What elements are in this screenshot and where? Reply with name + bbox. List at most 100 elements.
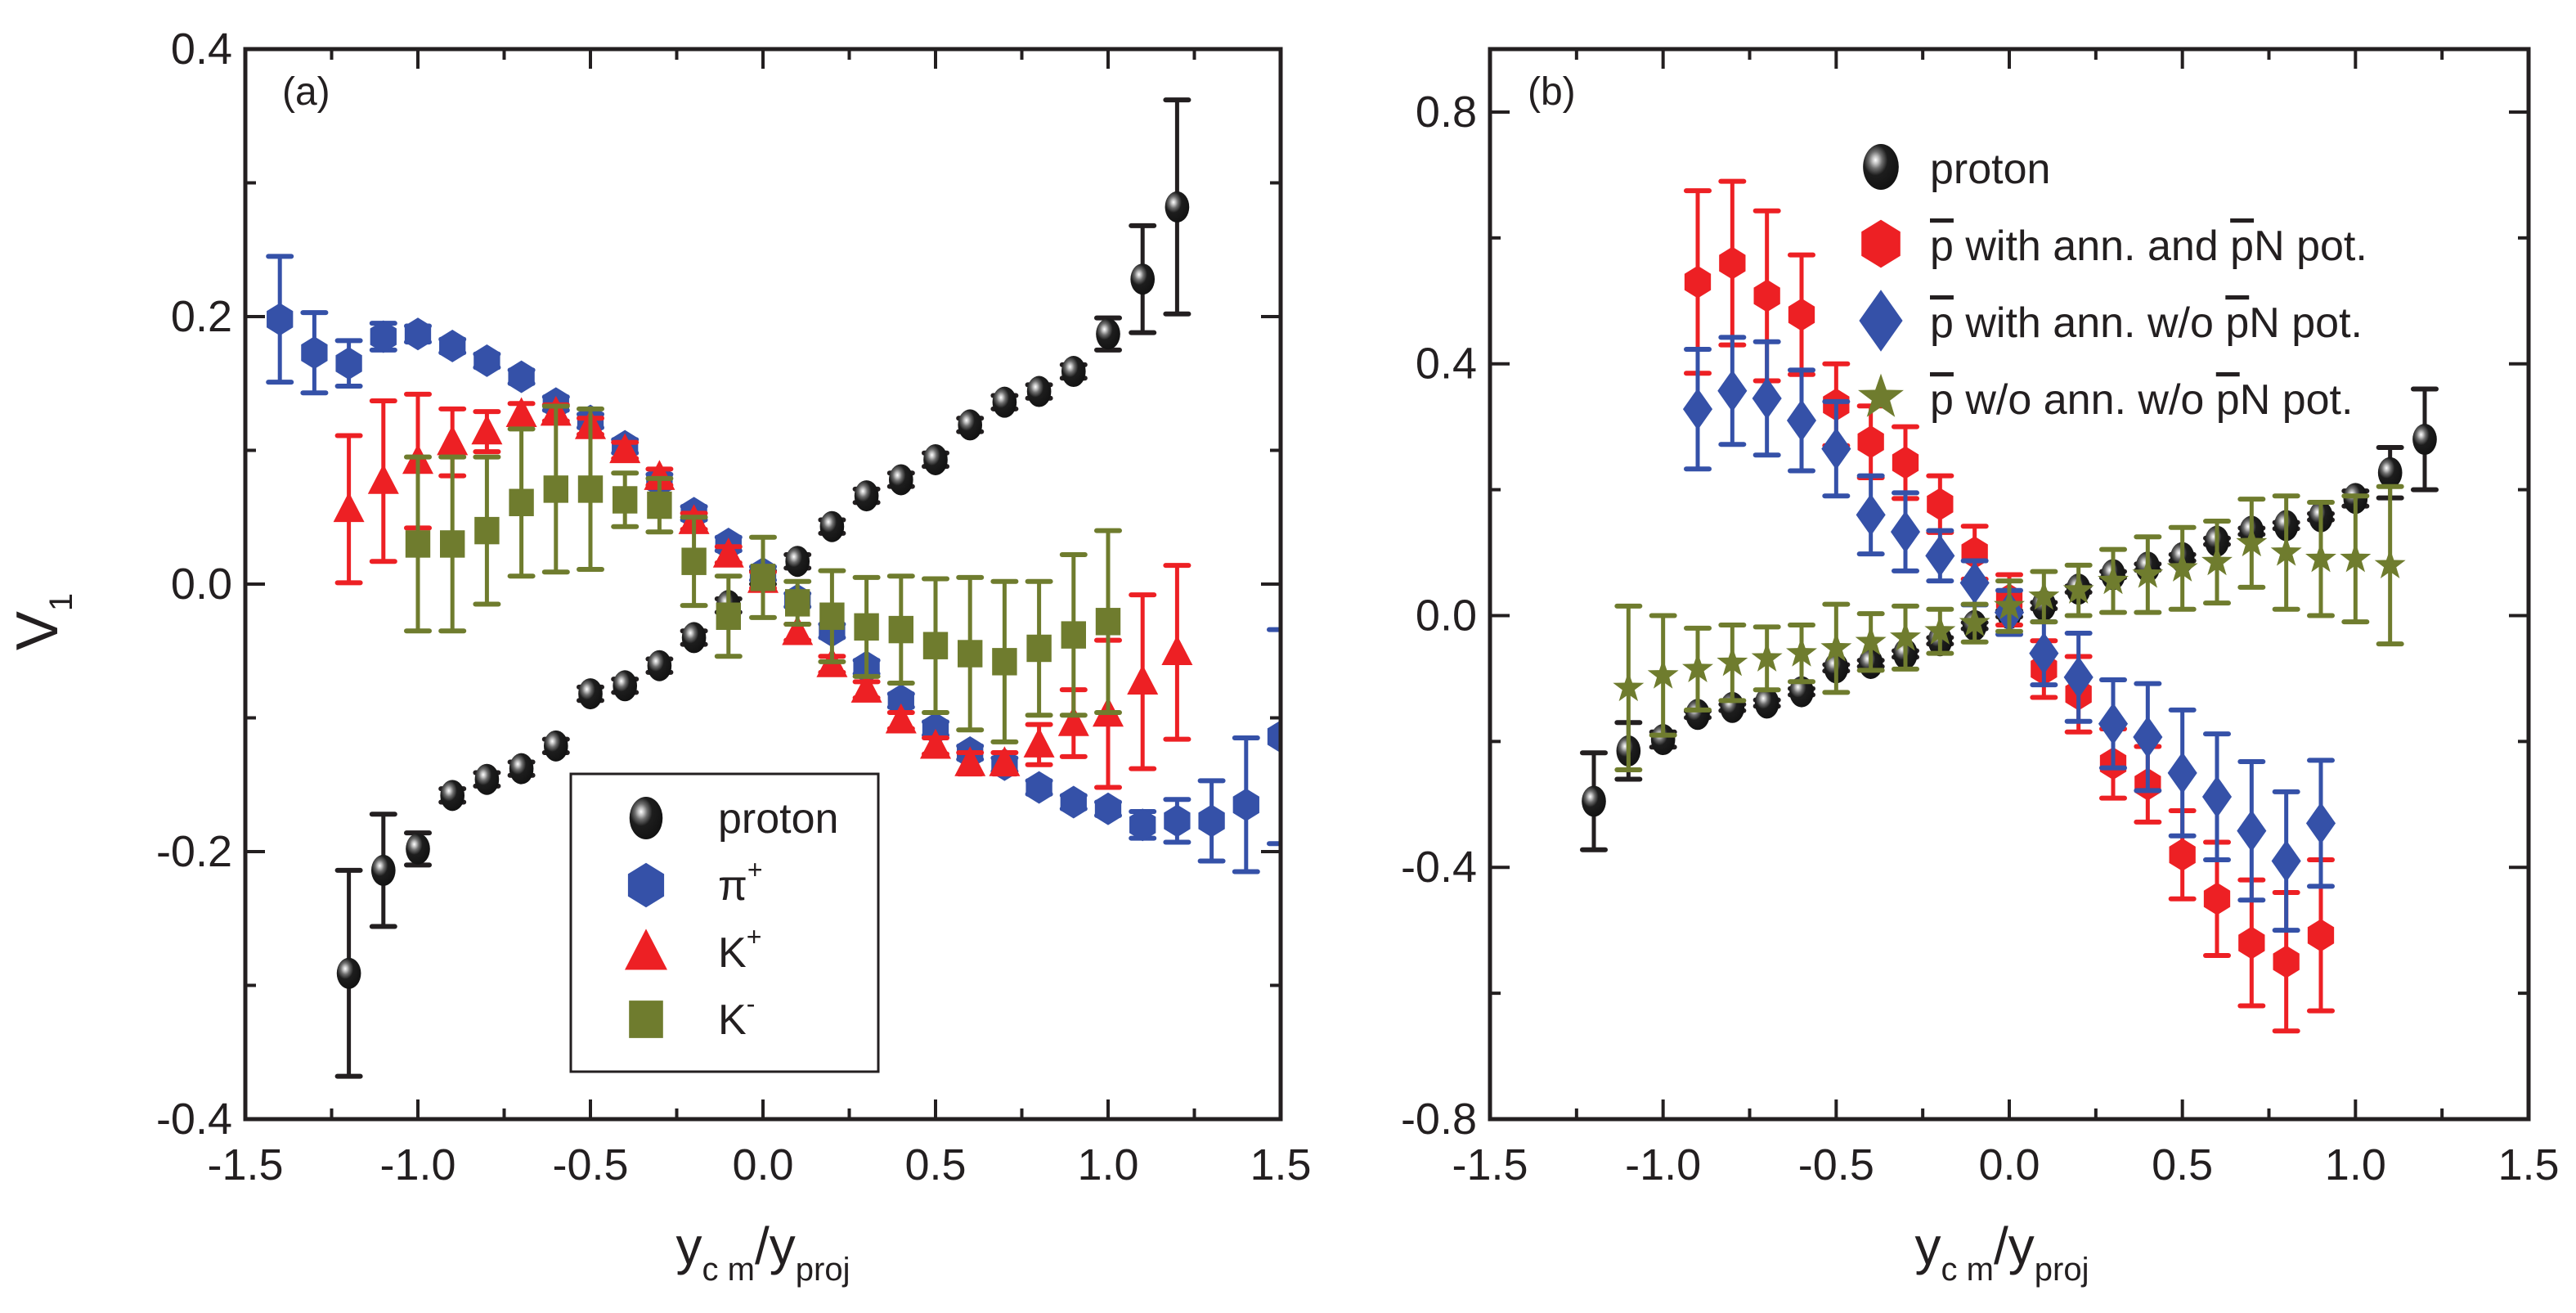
- data-point: [2271, 839, 2301, 883]
- data-point: [2340, 542, 2372, 573]
- data-point: [1820, 632, 1852, 662]
- data-point: [1232, 788, 1259, 821]
- panel-a: -1.5 -1.0 -0.5 0.0 0.5 1.0 1.5 -0.4 -0.2 0.0 0.2 0.…: [5, 25, 1312, 1288]
- ylabel-main: V: [5, 611, 70, 650]
- legend-label-sup: +: [747, 855, 763, 884]
- x-tick-label: 1.0: [1077, 1140, 1138, 1189]
- data-point: [2305, 542, 2336, 573]
- data-point: [992, 648, 1017, 676]
- legend-label-sup: +: [747, 922, 762, 951]
- legend-label: proton: [718, 795, 838, 843]
- data-point: [2028, 580, 2060, 610]
- data-point: [509, 488, 534, 516]
- data-point: [1857, 425, 1884, 459]
- legend-item: p w/o ann. w/o pN pot.: [1858, 373, 2353, 424]
- data-point: [440, 780, 465, 812]
- data-point: [2201, 546, 2233, 576]
- data-point: [1647, 659, 1679, 689]
- legend-label-mid: w/o ann. w/o: [1954, 376, 2216, 424]
- y-tick-label: 0.0: [1416, 591, 1477, 640]
- data-point: [923, 443, 948, 475]
- x-tick-label: 1.5: [2497, 1140, 2559, 1189]
- x-tick-label: -1.0: [1625, 1140, 1701, 1189]
- data-point: [1057, 706, 1089, 736]
- data-point: [1751, 641, 1783, 672]
- y-tick-label: 0.8: [1416, 88, 1477, 137]
- legend-label-pbar: p: [2216, 376, 2240, 424]
- data-point: [1719, 246, 1746, 280]
- data-point: [333, 492, 365, 523]
- data-point: [1129, 808, 1156, 842]
- y-tick-label: -0.4: [1401, 843, 1477, 892]
- x-tick-label: 0.0: [1978, 1140, 2040, 1189]
- data-point: [819, 602, 845, 630]
- legend-label: K-: [718, 989, 755, 1044]
- data-point: [2305, 802, 2336, 845]
- x-tick-label: 0.0: [732, 1140, 793, 1189]
- panel-a-marks: [266, 97, 1281, 1079]
- legend-label-main: K: [718, 996, 747, 1044]
- data-point: [2029, 632, 2059, 675]
- data-point: [2237, 809, 2267, 852]
- data-point: [1130, 263, 1156, 295]
- legend-label-pbar: p: [1930, 223, 1954, 270]
- data-point: [819, 510, 845, 542]
- data-point: [750, 564, 776, 591]
- data-point: [681, 622, 707, 654]
- data-point: [2062, 573, 2094, 604]
- data-point: [336, 957, 361, 989]
- data-point: [473, 344, 500, 377]
- x-tick-label: 0.5: [904, 1140, 966, 1189]
- panel-b-xlabel: yc m/yproj: [1915, 1216, 2089, 1288]
- legend-label: p w/o ann. w/o pN pot.: [1930, 376, 2353, 424]
- legend-item: p with ann. w/o pN pot.: [1859, 290, 2363, 352]
- data-point: [1753, 279, 1780, 313]
- data-point: [854, 480, 879, 512]
- legend-label: proton: [1930, 146, 2050, 193]
- data-point: [1685, 699, 1710, 731]
- data-point: [1094, 792, 1122, 825]
- legend-label-main: π: [718, 862, 747, 910]
- data-point: [1026, 375, 1052, 407]
- y-tick-label: -0.4: [156, 1095, 232, 1144]
- legend-item: K+: [625, 922, 761, 977]
- y-tick-label: 0.4: [1416, 339, 1477, 389]
- data-point: [2063, 656, 2094, 699]
- y-tick-label: -0.2: [156, 827, 232, 876]
- legend-label-end: N pot.: [2240, 376, 2354, 424]
- data-point: [1994, 589, 2025, 620]
- data-point: [989, 746, 1021, 776]
- legend-label-end: N pot.: [2254, 223, 2367, 270]
- data-point: [785, 546, 810, 578]
- data-point: [1821, 427, 1851, 470]
- legend-label-pbar: p: [1930, 376, 1954, 424]
- panel-a-xlabel: yc m/yproj: [676, 1216, 850, 1288]
- legend-label: p with ann. and pN pot.: [1930, 223, 2367, 270]
- data-point: [1025, 771, 1052, 804]
- legend-label-pbar: p: [1930, 299, 1954, 347]
- y-tick-label: -0.8: [1401, 1095, 1477, 1144]
- xlabel-sub2: proj: [796, 1252, 850, 1288]
- xlabel-mid: /y: [755, 1216, 796, 1275]
- xlabel-main: y: [1915, 1216, 1941, 1275]
- panel-a-label: (a): [282, 70, 330, 114]
- data-point: [1127, 664, 1159, 695]
- series-pbar-with-ann-w-o-pbarn-pot-: [1682, 335, 2336, 933]
- data-point: [404, 317, 432, 351]
- data-point: [716, 602, 741, 630]
- data-point: [474, 516, 500, 545]
- data-point: [1026, 634, 1052, 663]
- data-point: [2374, 548, 2406, 579]
- legend-label-pbar: p: [2225, 299, 2249, 347]
- data-point: [439, 330, 466, 362]
- data-point: [1890, 621, 1921, 651]
- data-point: [578, 678, 603, 710]
- legend-item: p with ann. and pN pot.: [1861, 219, 2367, 270]
- x-tick-label: 1.0: [2325, 1140, 2386, 1189]
- data-point: [1856, 493, 1886, 537]
- data-point: [474, 763, 500, 795]
- data-point: [1892, 446, 1919, 479]
- legend-marker: [629, 797, 663, 839]
- x-tick-label: -0.5: [552, 1140, 628, 1189]
- data-point: [1061, 621, 1086, 649]
